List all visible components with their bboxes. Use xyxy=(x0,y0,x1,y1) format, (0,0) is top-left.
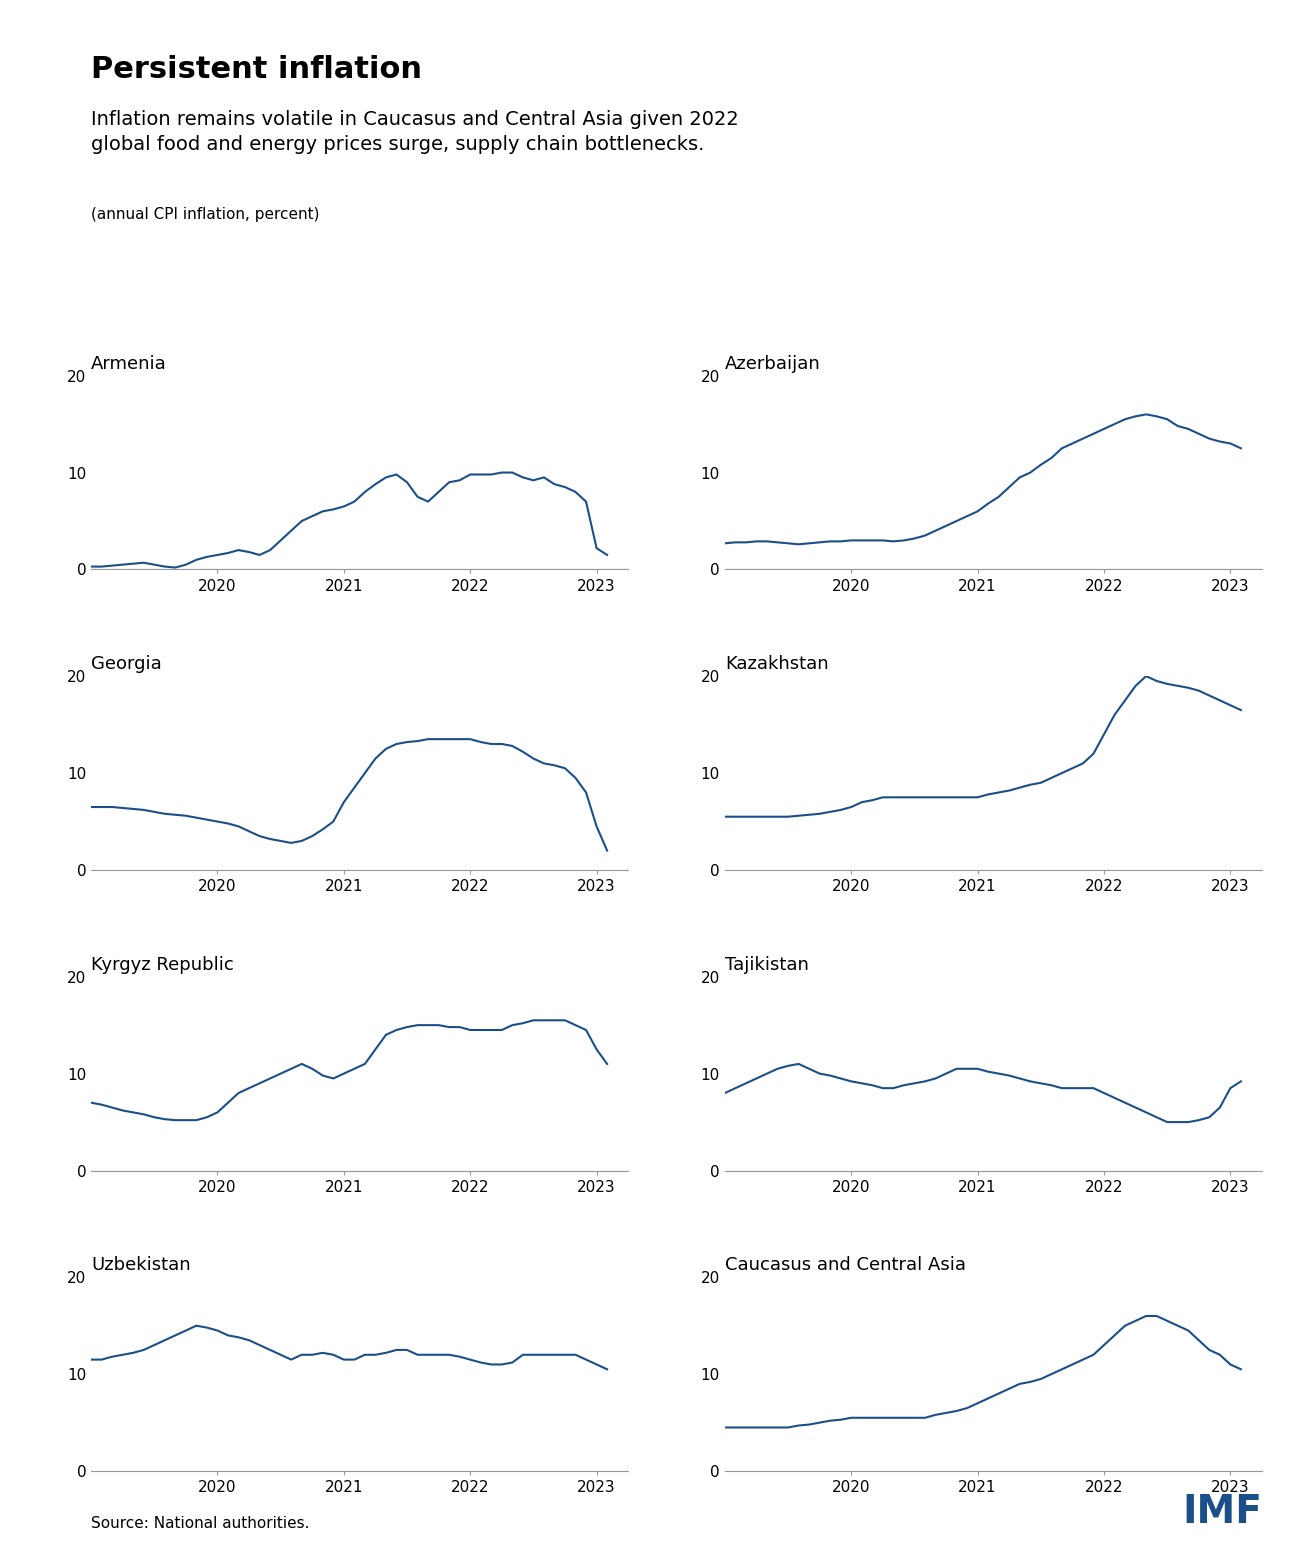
Text: Azerbaijan: Azerbaijan xyxy=(725,355,821,372)
Text: Uzbekistan: Uzbekistan xyxy=(91,1257,191,1274)
Text: Source: National authorities.: Source: National authorities. xyxy=(91,1515,310,1531)
Text: (annual CPI inflation, percent): (annual CPI inflation, percent) xyxy=(91,207,320,222)
Text: Inflation remains volatile in Caucasus and Central Asia given 2022
global food a: Inflation remains volatile in Caucasus a… xyxy=(91,110,739,153)
Text: Georgia: Georgia xyxy=(91,656,161,673)
Text: Persistent inflation: Persistent inflation xyxy=(91,55,422,85)
Text: Armenia: Armenia xyxy=(91,355,167,372)
Text: Caucasus and Central Asia: Caucasus and Central Asia xyxy=(725,1257,965,1274)
Text: IMF: IMF xyxy=(1183,1493,1262,1531)
Text: Kazakhstan: Kazakhstan xyxy=(725,656,829,673)
Text: Kyrgyz Republic: Kyrgyz Republic xyxy=(91,956,234,973)
Text: Tajikistan: Tajikistan xyxy=(725,956,809,973)
